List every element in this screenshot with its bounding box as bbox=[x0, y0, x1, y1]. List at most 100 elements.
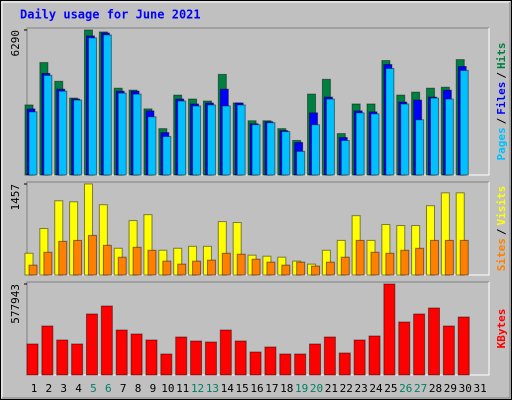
x-tick-label: 11 bbox=[176, 382, 189, 395]
bar bbox=[102, 34, 112, 176]
bar bbox=[236, 104, 246, 176]
bar bbox=[28, 264, 38, 276]
bar bbox=[266, 122, 276, 176]
bar bbox=[294, 353, 307, 376]
bar bbox=[160, 353, 173, 376]
x-tick-label: 15 bbox=[236, 382, 249, 395]
bar bbox=[221, 105, 231, 176]
bar bbox=[385, 67, 395, 176]
legend: KBytes bbox=[495, 309, 508, 349]
bar bbox=[325, 98, 335, 176]
chart-title: Daily usage for June 2021 bbox=[20, 8, 201, 22]
panel-bevel-dark bbox=[26, 281, 489, 375]
bar bbox=[398, 321, 411, 376]
legend-entry: Hits bbox=[495, 43, 508, 70]
bar bbox=[444, 239, 454, 276]
x-tick-label: 27 bbox=[414, 382, 427, 395]
bar bbox=[132, 93, 142, 176]
legend-entry: Sites bbox=[495, 238, 508, 271]
bar bbox=[58, 90, 68, 176]
bar bbox=[117, 92, 127, 176]
legend-separator: / bbox=[495, 72, 508, 79]
bar bbox=[206, 104, 216, 176]
bar bbox=[56, 339, 69, 376]
bar bbox=[102, 244, 112, 276]
x-tick-label: 25 bbox=[384, 382, 397, 395]
bar bbox=[85, 313, 98, 376]
bar bbox=[71, 343, 84, 376]
bar bbox=[147, 249, 157, 276]
bar bbox=[234, 340, 247, 376]
x-tick-label: 29 bbox=[444, 382, 457, 395]
bar bbox=[117, 256, 127, 276]
y-tick-label: 577943 bbox=[9, 284, 22, 324]
x-tick-label: 6 bbox=[105, 382, 112, 395]
legend-entry: Files bbox=[495, 82, 508, 115]
bar bbox=[281, 131, 291, 176]
x-tick-label: 9 bbox=[150, 382, 157, 395]
bar bbox=[444, 98, 454, 176]
y-tick-label: 1457 bbox=[9, 184, 22, 211]
legend: Sites / Visits bbox=[495, 186, 508, 272]
x-tick-label: 13 bbox=[206, 382, 219, 395]
bar bbox=[353, 339, 366, 376]
x-tick-label: 20 bbox=[310, 382, 323, 395]
x-tick-label: 18 bbox=[280, 382, 293, 395]
x-tick-label: 24 bbox=[369, 382, 383, 395]
bar bbox=[206, 259, 216, 276]
bar bbox=[236, 253, 246, 276]
bar bbox=[429, 97, 439, 176]
bar bbox=[323, 336, 336, 376]
legend-entry: KBytes bbox=[495, 309, 508, 349]
bar bbox=[43, 74, 53, 176]
bar bbox=[132, 246, 142, 276]
bar bbox=[459, 239, 469, 276]
bar bbox=[41, 325, 54, 376]
bar bbox=[249, 351, 262, 376]
x-tick-label: 17 bbox=[265, 382, 278, 395]
legend-separator: / bbox=[495, 228, 508, 235]
bar bbox=[162, 260, 172, 276]
x-tick-label: 7 bbox=[120, 382, 127, 395]
x-tick-label: 30 bbox=[459, 382, 472, 395]
bar bbox=[400, 249, 410, 276]
bar bbox=[251, 124, 261, 176]
x-tick-label: 3 bbox=[60, 382, 67, 395]
legend-entry: Visits bbox=[495, 186, 508, 226]
bar bbox=[87, 234, 97, 276]
bar bbox=[340, 256, 350, 276]
x-tick-label: 5 bbox=[90, 382, 97, 395]
bar bbox=[296, 150, 306, 176]
bar bbox=[370, 251, 380, 276]
x-tick-label: 26 bbox=[399, 382, 412, 395]
bar bbox=[177, 263, 187, 276]
x-tick-label: 28 bbox=[429, 382, 442, 395]
bar bbox=[162, 136, 172, 176]
bar bbox=[192, 105, 202, 176]
bar bbox=[309, 343, 322, 376]
bar bbox=[175, 336, 188, 376]
panel-bevel-dark bbox=[26, 181, 489, 275]
bar bbox=[43, 251, 53, 276]
x-tick-label: 12 bbox=[191, 382, 204, 395]
x-tick-label: 4 bbox=[75, 382, 82, 395]
bar bbox=[147, 116, 157, 176]
bar bbox=[368, 335, 381, 376]
x-tick-label: 8 bbox=[135, 382, 142, 395]
bar bbox=[204, 341, 217, 376]
x-tick-label: 23 bbox=[355, 382, 368, 395]
bar bbox=[429, 239, 439, 276]
x-tick-label: 1 bbox=[31, 382, 38, 395]
legend: Pages / Files / Hits bbox=[495, 43, 508, 161]
bar bbox=[296, 261, 306, 276]
x-tick-label: 19 bbox=[295, 382, 308, 395]
x-tick-label: 16 bbox=[250, 382, 263, 395]
bar bbox=[58, 240, 68, 276]
bar bbox=[427, 307, 440, 376]
bar bbox=[87, 37, 97, 176]
legend-separator: / bbox=[495, 117, 508, 124]
legend-entry: Pages bbox=[495, 127, 508, 160]
bar bbox=[73, 99, 83, 176]
